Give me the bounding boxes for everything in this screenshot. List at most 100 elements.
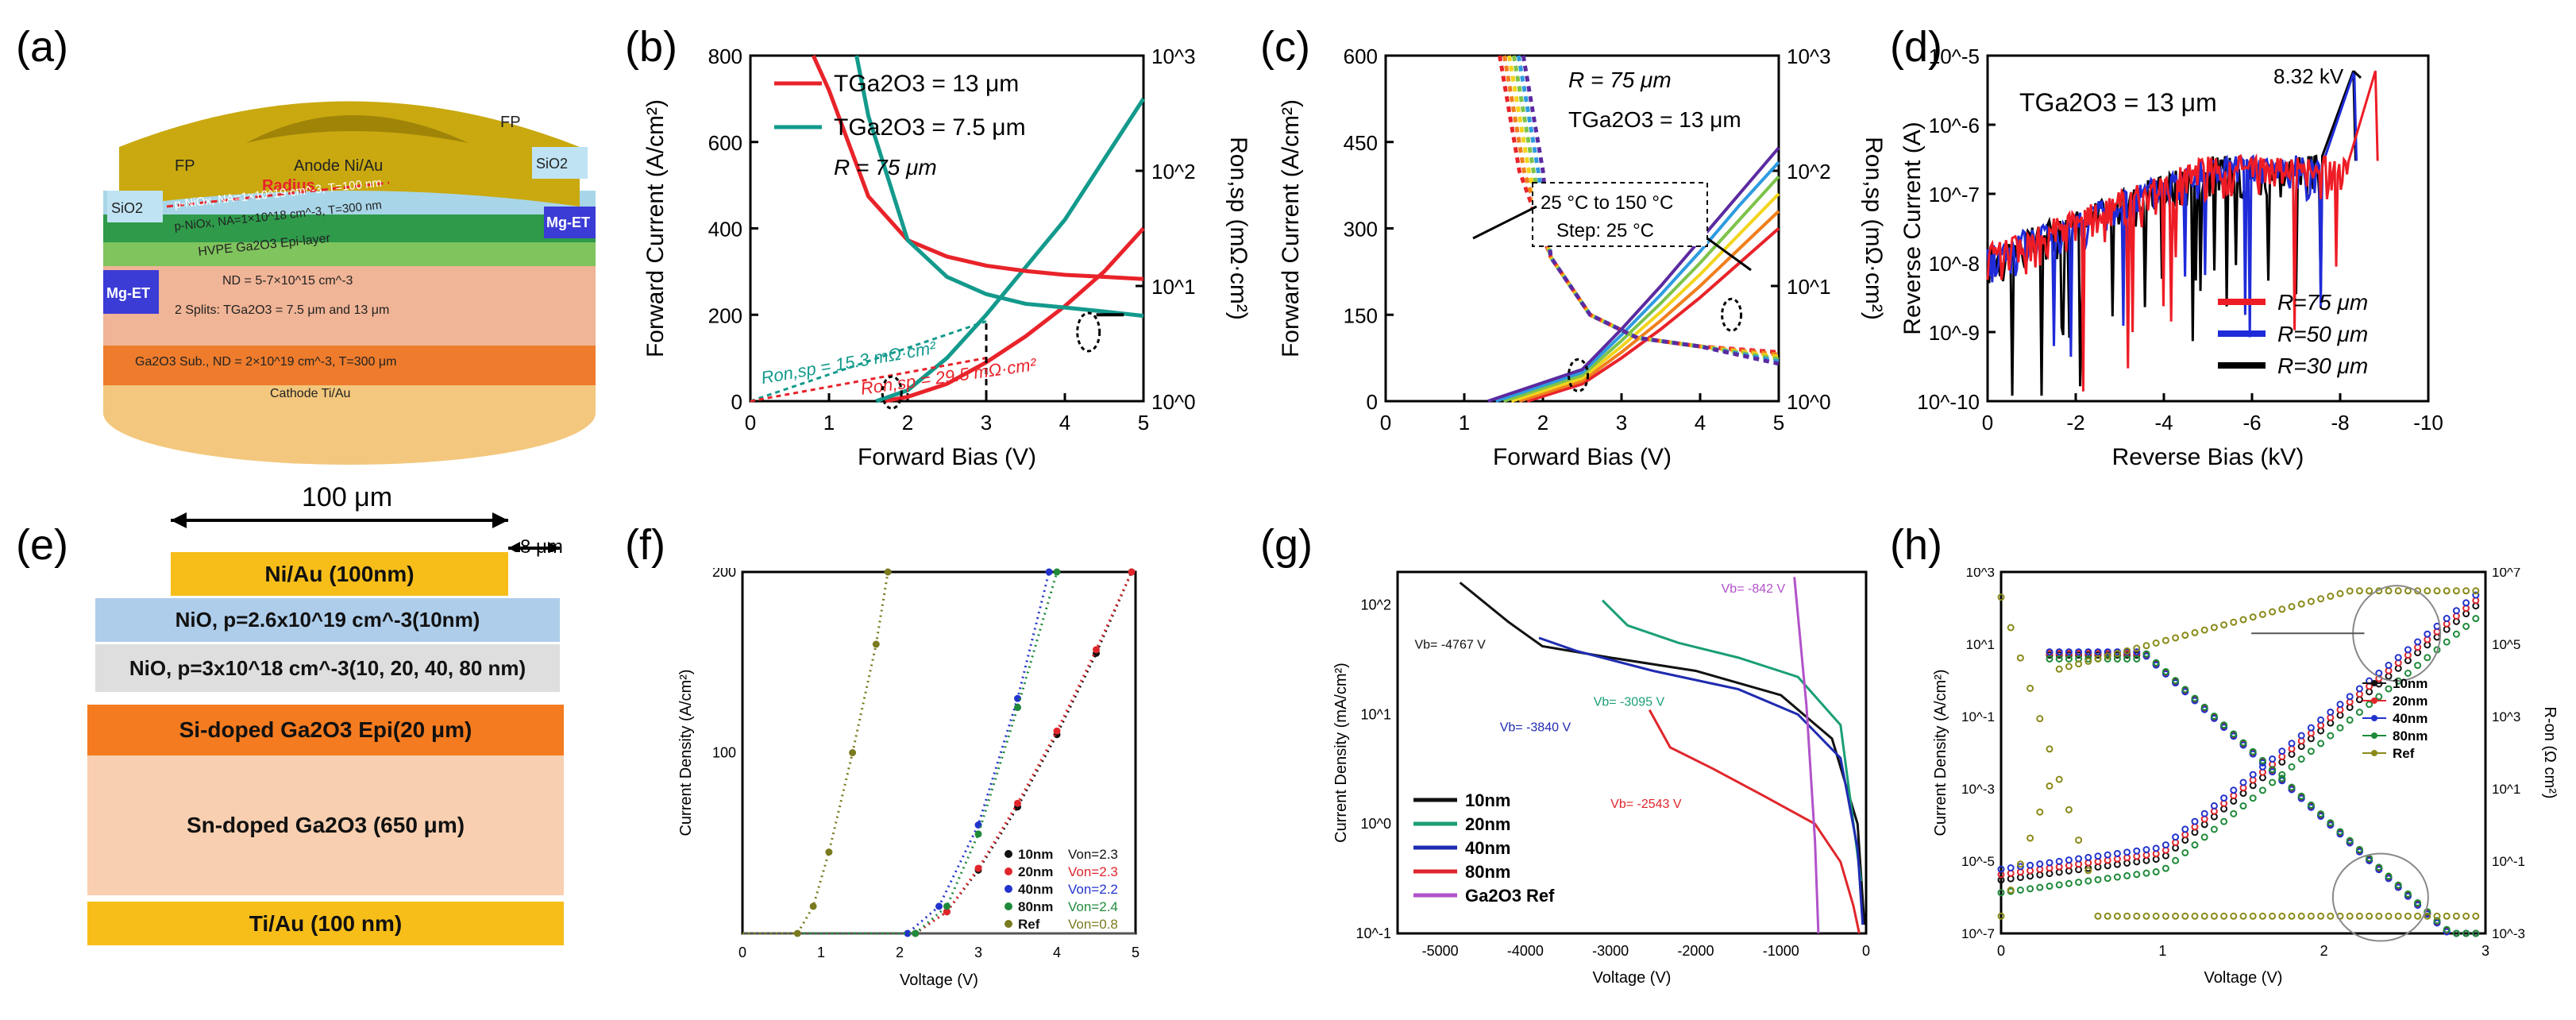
jv-point-ref bbox=[2084, 657, 2092, 665]
ron-point-3 bbox=[2394, 881, 2402, 889]
ron-point-2 bbox=[2336, 830, 2344, 838]
ron-point-3 bbox=[2258, 756, 2266, 764]
jv-point-3 bbox=[2065, 879, 2073, 887]
legend-label-1: 20nm bbox=[1018, 864, 1053, 879]
legend-label-2: 40nm bbox=[1465, 838, 1510, 858]
jv-point-ref bbox=[2046, 782, 2053, 790]
jv-point-ref bbox=[2452, 587, 2460, 595]
jv-point-ref bbox=[2065, 663, 2073, 670]
x-tick-label: 0 bbox=[1997, 943, 2005, 959]
ron-point-ref bbox=[2288, 912, 2296, 920]
jv-point-2 bbox=[2317, 716, 2325, 724]
ron-point-3 bbox=[2317, 810, 2325, 818]
jv-point-3 bbox=[2084, 877, 2092, 885]
arrow-to-ron bbox=[1472, 205, 1537, 240]
x-tick-label: 0 bbox=[1982, 411, 1993, 435]
chart-b: 0 1 2 3 4 5 0 200 400 600 800 10^0 10^1 10^2 10^3 Ron,s… bbox=[642, 48, 1251, 470]
legend-marker-4 bbox=[1005, 920, 1012, 928]
ron-point-3 bbox=[2433, 917, 2441, 925]
ron-point-3 bbox=[2046, 655, 2053, 663]
y-tick-label: 150 bbox=[1344, 303, 1378, 327]
jv-point-ref bbox=[2278, 605, 2286, 613]
y-tick-label: 10^0 bbox=[1361, 816, 1391, 832]
ron-point-3 bbox=[2288, 783, 2296, 791]
ron-point-ref bbox=[2297, 912, 2305, 920]
ron-point-ref bbox=[2210, 912, 2218, 920]
ron-point-ref bbox=[2220, 912, 2228, 920]
ron-point-ref bbox=[2104, 912, 2111, 920]
jv-point-ref bbox=[2172, 634, 2180, 642]
jv-point-ref bbox=[2472, 587, 2480, 595]
legend-label-3: 80nm bbox=[2393, 728, 2428, 744]
data-point-1 bbox=[1128, 568, 1136, 576]
x-tick-label: 5 bbox=[1132, 945, 1140, 960]
ron-point-ref bbox=[2346, 912, 2354, 920]
jv-point-ref bbox=[2007, 887, 2015, 894]
ron-point-ref bbox=[2113, 912, 2121, 920]
jv-point-3 bbox=[2452, 630, 2460, 638]
x-tick-label: 2 bbox=[2320, 943, 2328, 959]
y-axis-label: Current Density (A/cm²) bbox=[1932, 669, 1949, 836]
data-point-3 bbox=[974, 830, 982, 838]
legend-marker-0 bbox=[2371, 680, 2377, 686]
jv-point-2 bbox=[2278, 748, 2286, 755]
ron-point-ref bbox=[2084, 867, 2092, 875]
splits-label: 2 Splits: TGa2O3 = 7.5 μm and 13 μm bbox=[175, 303, 389, 317]
plot-frame bbox=[1986, 54, 2430, 403]
layer-nio-high: NiO, p=2.6x10^19 cm^-3(10nm) bbox=[95, 598, 560, 642]
iv-line-3 bbox=[1502, 175, 1780, 403]
jv-point-2 bbox=[2443, 615, 2451, 623]
y2-tick-label: 10^0 bbox=[1151, 390, 1196, 414]
y-tick-label: 0 bbox=[1367, 390, 1378, 414]
ron-point-ref bbox=[2230, 912, 2238, 920]
jv-point-3 bbox=[2075, 879, 2083, 887]
jv-point-2 bbox=[2385, 662, 2393, 670]
y2-axis-label: Ron,sp (mΩ·cm²) bbox=[1225, 137, 1251, 320]
jv-point-2 bbox=[2142, 846, 2150, 854]
legend-label-0: R=75 μm bbox=[2277, 290, 2368, 315]
ron-point-2 bbox=[2355, 848, 2363, 856]
ron-group-circle bbox=[2331, 852, 2429, 942]
jv-point-2 bbox=[2094, 852, 2102, 860]
x-tick-label: 5 bbox=[1138, 411, 1149, 435]
ron-point-ref bbox=[2443, 912, 2451, 920]
y2-tick-label: 10^2 bbox=[1787, 160, 1831, 184]
jv-point-2 bbox=[2472, 591, 2480, 599]
ron-point-2 bbox=[2172, 679, 2180, 687]
ron-point-2 bbox=[2133, 648, 2141, 656]
y2-tick-label: 10^1 bbox=[2492, 782, 2520, 797]
ron-point-ref bbox=[2007, 624, 2015, 632]
ron-point-2 bbox=[2055, 648, 2063, 656]
jv-point-ref bbox=[2249, 613, 2257, 621]
y-tick-label: 10^-6 bbox=[1929, 114, 1980, 137]
y-tick-label: 10^-3 bbox=[1961, 782, 1995, 797]
iv-line-2 bbox=[1510, 192, 1780, 403]
ron-point-ref bbox=[2152, 912, 2160, 920]
sio2-label-left: SiO2 bbox=[111, 200, 143, 216]
jv-point-ref bbox=[2307, 597, 2315, 605]
ron-point-3 bbox=[2366, 855, 2374, 863]
y2-tick-label: 10^-1 bbox=[2492, 854, 2525, 869]
ron-point-ref bbox=[2133, 912, 2141, 920]
jv-point-2 bbox=[2288, 740, 2296, 748]
series-line-3 bbox=[854, 55, 1144, 319]
legend-von-2: Von=2.2 bbox=[1068, 882, 1118, 897]
ron-point-2 bbox=[2433, 919, 2441, 927]
jv-point-3 bbox=[2424, 654, 2431, 662]
x-tick-label: 4 bbox=[1059, 411, 1070, 435]
legend-label-4: Ga2O3 Ref bbox=[1465, 886, 1555, 906]
ron-point-3 bbox=[2385, 872, 2393, 880]
ron-point-ref bbox=[2258, 912, 2266, 920]
ron-point-2 bbox=[2210, 714, 2218, 722]
y-axis-label: Forward Current (A/cm²) bbox=[642, 99, 669, 357]
ron-point-3 bbox=[2346, 836, 2354, 844]
ron-point-ref bbox=[2055, 775, 2063, 783]
arrow-to-iv bbox=[1706, 237, 1752, 272]
ron-point-2 bbox=[2191, 697, 2199, 705]
jv-point-3 bbox=[2104, 875, 2111, 883]
ron-point-2 bbox=[2075, 648, 2083, 656]
jv-point-3 bbox=[2472, 615, 2480, 623]
jv-point-2 bbox=[2172, 833, 2180, 841]
ron-point-ref bbox=[2327, 912, 2335, 920]
ron-point-ref bbox=[2269, 912, 2277, 920]
